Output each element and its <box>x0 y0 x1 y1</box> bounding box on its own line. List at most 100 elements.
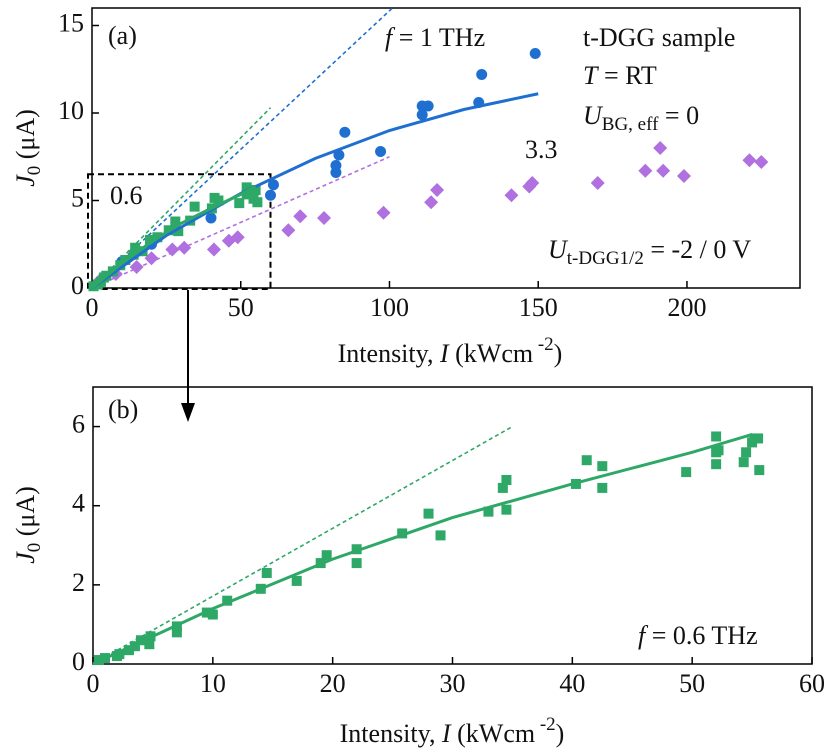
data-point <box>145 234 156 245</box>
annotation: (b) <box>108 395 138 424</box>
data-point <box>754 155 769 169</box>
x-tick-label: 100 <box>370 293 409 322</box>
x-tick-label: 200 <box>667 293 706 322</box>
data-point <box>738 457 749 468</box>
guide-line <box>91 7 393 289</box>
data-point <box>114 649 125 660</box>
y-tick-label: 15 <box>58 8 84 37</box>
data-point <box>252 197 263 208</box>
data-point <box>754 465 765 476</box>
x-tick-label: 0 <box>86 293 99 322</box>
y-tick-label: 4 <box>72 489 85 518</box>
x-tick-label: 0 <box>87 669 100 698</box>
data-point <box>234 198 245 209</box>
text-piece: U <box>583 101 604 130</box>
text-piece: (μA) <box>11 486 40 543</box>
data-point <box>264 189 276 201</box>
data-point <box>321 550 332 561</box>
text-piece: -2 <box>533 334 554 355</box>
text-piece: I <box>439 339 450 368</box>
data-point <box>144 639 155 650</box>
data-point <box>317 211 332 225</box>
data-point <box>676 169 691 183</box>
zoom-arrowhead <box>181 403 195 422</box>
data-point <box>170 216 181 227</box>
data-point <box>291 575 302 586</box>
annotation: T = RT <box>583 61 657 90</box>
data-point <box>422 100 434 112</box>
data-point <box>144 251 159 266</box>
plot-frame <box>92 386 813 665</box>
data-point <box>177 240 192 255</box>
y-axis-label: J0 (μA) <box>11 486 45 564</box>
x-tick-label: 10 <box>200 669 226 698</box>
data-point <box>281 223 296 238</box>
data-point <box>713 445 724 456</box>
text-piece: U <box>548 235 569 264</box>
text-piece: (kWcm <box>451 719 535 748</box>
data-point <box>397 528 408 539</box>
plot-frame <box>91 7 801 289</box>
annotation: 3.3 <box>525 135 558 164</box>
y-tick-label: 2 <box>72 568 85 597</box>
data-point <box>423 508 434 519</box>
data-point <box>590 176 605 190</box>
data-point <box>501 474 512 485</box>
data-point <box>250 185 261 195</box>
text-piece: J <box>11 174 40 187</box>
data-point <box>504 188 519 203</box>
data-point <box>351 558 362 569</box>
data-point <box>529 48 541 59</box>
text-piece: = -2 / 0 V <box>644 235 752 264</box>
data-point <box>189 201 200 212</box>
text-piece: f <box>385 23 396 52</box>
text-piece: -2 <box>535 714 556 735</box>
data-point <box>753 433 764 444</box>
fit-line <box>91 92 539 290</box>
data-point <box>173 226 184 237</box>
data-point <box>241 189 252 200</box>
data-point <box>416 109 428 121</box>
x-tick-label: 20 <box>320 669 346 698</box>
text-piece: (a) <box>108 21 137 50</box>
text-piece: 0 <box>24 166 45 176</box>
data-point <box>230 230 245 245</box>
data-point <box>742 153 757 168</box>
data-point <box>653 141 668 155</box>
data-point <box>376 205 391 220</box>
data-point <box>656 163 671 178</box>
data-point <box>711 431 722 442</box>
text-piece: J <box>11 551 40 564</box>
text-piece: = 0.6 THz <box>645 621 757 650</box>
annotation: f = 1 THz <box>385 23 485 52</box>
data-point <box>241 182 252 193</box>
text-piece: f <box>638 621 649 650</box>
data-point <box>430 183 445 197</box>
data-point <box>330 160 342 171</box>
annotation: f = 0.6 THz <box>638 621 758 650</box>
text-piece: = 0 <box>658 101 699 130</box>
guide-line <box>92 425 513 665</box>
data-point <box>222 595 233 606</box>
annotation: Ut-DGG1/2 = -2 / 0 V <box>548 235 751 269</box>
text-piece: t-DGG sample <box>583 23 735 52</box>
data-point <box>741 447 752 458</box>
data-point <box>130 242 141 253</box>
data-point <box>525 176 540 190</box>
annotation: UBG, eff = 0 <box>583 101 699 135</box>
text-piece: T <box>583 61 599 90</box>
x-tick-label: 150 <box>519 293 558 322</box>
text-piece: 3.3 <box>525 135 558 164</box>
data-point <box>435 530 446 541</box>
data-point <box>165 242 180 257</box>
data-point <box>171 627 182 638</box>
data-point <box>476 69 488 80</box>
data-point <box>638 163 653 178</box>
text-piece: I <box>441 719 452 748</box>
data-point <box>424 195 439 210</box>
data-point <box>267 179 279 191</box>
x-tick-label: 50 <box>228 293 254 322</box>
guide-line <box>91 156 390 289</box>
zoom-region <box>87 173 272 290</box>
